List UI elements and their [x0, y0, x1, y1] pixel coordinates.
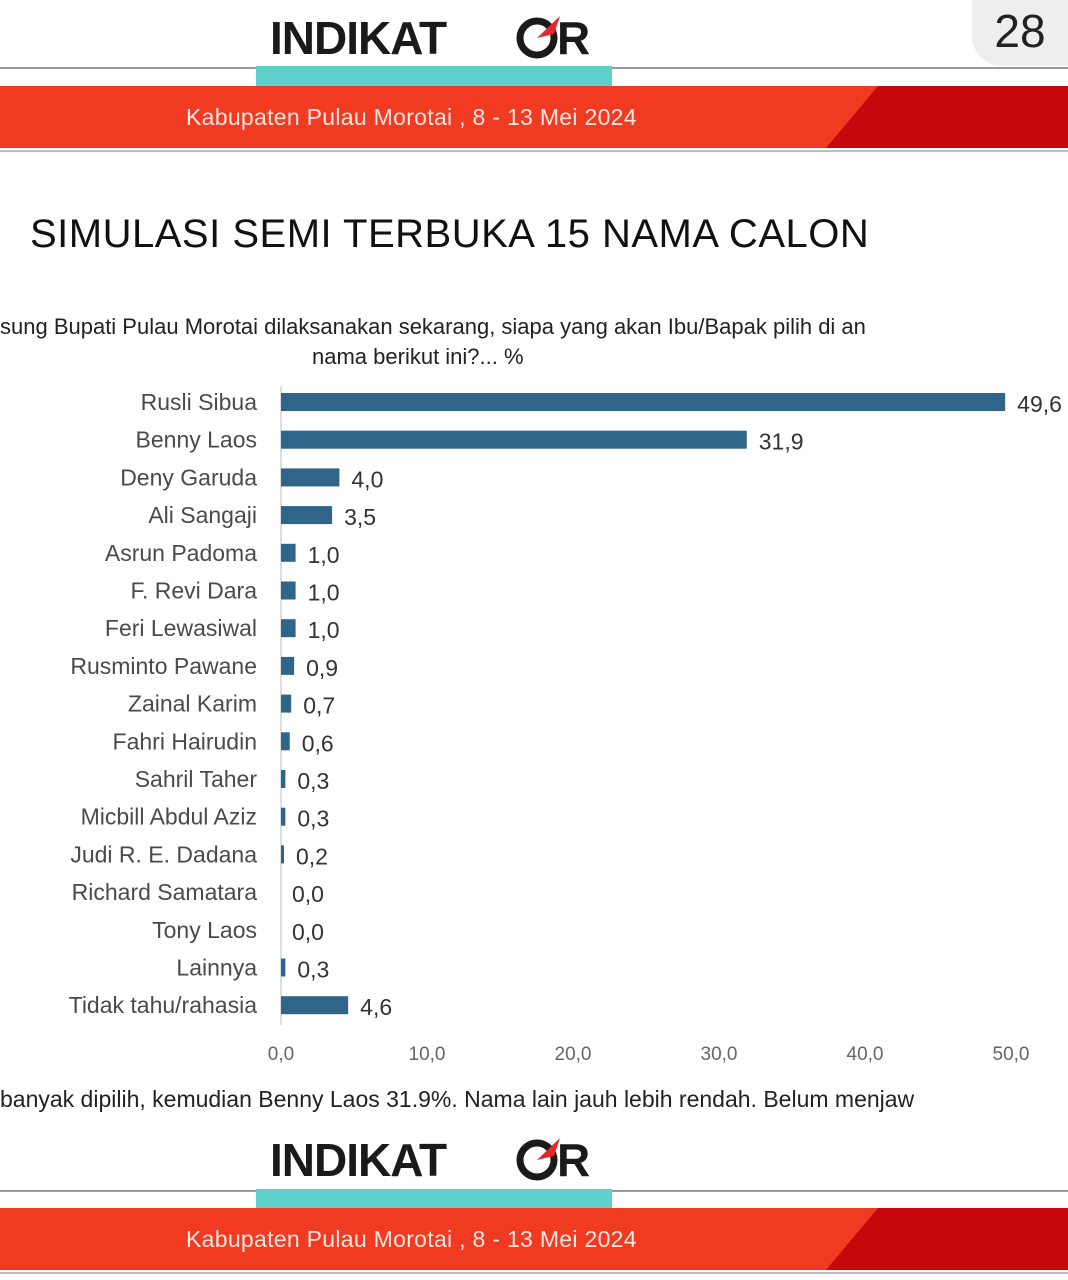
category-label: F. Revi Dara [130, 578, 257, 604]
bar [281, 958, 286, 977]
footer-logo-svg: INDIKAT R [270, 1134, 590, 1186]
logo-text-left: INDIKAT [270, 12, 447, 62]
footer-bottom-line [0, 1272, 1068, 1274]
category-label: Deny Garuda [120, 464, 257, 490]
value-label: 0,2 [296, 843, 328, 869]
question-line-2: nama berikut ini?... % [312, 344, 524, 369]
value-label: 1,0 [308, 580, 340, 606]
footnote-text: banyak dipilih, kemudian Benny Laos 31.9… [0, 1086, 915, 1112]
bar [281, 581, 296, 600]
category-label: Judi R. E. Dadana [70, 841, 257, 867]
x-tick-label: 40,0 [847, 1044, 884, 1065]
logo-o-ring [516, 17, 558, 59]
category-label: Lainnya [176, 955, 257, 981]
indikator-logo: INDIKAT R [270, 12, 600, 64]
bar [281, 807, 286, 826]
bar [281, 770, 286, 788]
value-label: 0,9 [306, 655, 338, 681]
question-line-1: sung Bupati Pulau Morotai dilaksanakan s… [0, 314, 866, 339]
footer-logo-o-ring [516, 1139, 558, 1181]
logo-text-right: R [557, 12, 590, 62]
value-label: 31,9 [759, 429, 804, 455]
value-label: 0,7 [303, 693, 335, 719]
header-bottom-line [0, 150, 1068, 152]
logo-arrow [537, 16, 560, 38]
category-label: Sahril Taher [135, 766, 258, 792]
value-label: 0,0 [292, 881, 324, 907]
category-label: Feri Lewasiwal [105, 615, 257, 641]
bar [281, 543, 296, 562]
x-tick-label: 30,0 [701, 1044, 738, 1065]
value-label: 1,0 [308, 617, 340, 643]
category-label: Tony Laos [152, 917, 257, 943]
value-label: 4,0 [351, 466, 383, 492]
value-label: 0,6 [302, 730, 334, 756]
bar [281, 619, 296, 638]
bar [281, 656, 295, 675]
bar [281, 845, 284, 864]
category-label: Asrun Padoma [105, 540, 257, 566]
value-label: 0,3 [297, 768, 329, 794]
category-label: Fahri Hairudin [113, 728, 257, 754]
category-label: Micbill Abdul Aziz [81, 804, 257, 830]
bar-chart: Rusli Sibua 49,6 Benny Laos 31,9 Deny Garuda… [69, 386, 1062, 1065]
page-number: 28 [972, 0, 1068, 66]
teal-accent-bar [256, 66, 612, 86]
value-label: 1,0 [308, 542, 340, 568]
value-label: 4,6 [360, 994, 392, 1020]
x-tick-label: 0,0 [268, 1044, 294, 1065]
footer-logo-text-left: INDIKAT [270, 1134, 447, 1184]
category-label: Rusminto Pawane [70, 653, 257, 679]
bar [281, 393, 1006, 411]
category-label: Richard Samatara [72, 879, 258, 905]
bar [281, 468, 340, 487]
value-label: 0,3 [297, 806, 329, 832]
x-tick-label: 50,0 [993, 1044, 1030, 1065]
footer-teal-accent-bar [256, 1189, 612, 1209]
value-label: 49,6 [1017, 391, 1062, 417]
bar [281, 506, 333, 525]
x-tick-label: 10,0 [409, 1044, 446, 1065]
slide-title: SIMULASI SEMI TERBUKA 15 NAMA CALON [30, 212, 870, 256]
header-band: Kabupaten Pulau Morotai , 8 - 13 Mei 202… [0, 86, 1068, 148]
value-label: 0,3 [297, 957, 329, 983]
bar [281, 430, 747, 449]
logo-svg: INDIKAT R [270, 12, 590, 64]
category-label: Zainal Karim [128, 691, 257, 717]
footer-logo-arrow [537, 1138, 560, 1160]
footer-band-dark-edge [988, 1208, 1068, 1270]
category-label: Ali Sangaji [148, 502, 257, 528]
category-label: Benny Laos [136, 427, 257, 453]
value-label: 3,5 [344, 504, 376, 530]
band-dark-edge [988, 86, 1068, 148]
header-band-text: Kabupaten Pulau Morotai , 8 - 13 Mei 202… [186, 104, 637, 130]
bar [281, 694, 292, 713]
bar [281, 996, 349, 1015]
footer-indikator-logo: INDIKAT R [270, 1134, 600, 1186]
footer-band: Kabupaten Pulau Morotai , 8 - 13 Mei 202… [0, 1208, 1068, 1270]
footer-logo-text-right: R [557, 1134, 590, 1184]
x-tick-label: 20,0 [555, 1044, 592, 1065]
value-label: 0,0 [292, 919, 324, 945]
bar [281, 732, 290, 751]
category-label: Rusli Sibua [141, 389, 258, 415]
footer-band-text: Kabupaten Pulau Morotai , 8 - 13 Mei 202… [186, 1226, 637, 1252]
category-label: Tidak tahu/rahasia [69, 992, 258, 1018]
